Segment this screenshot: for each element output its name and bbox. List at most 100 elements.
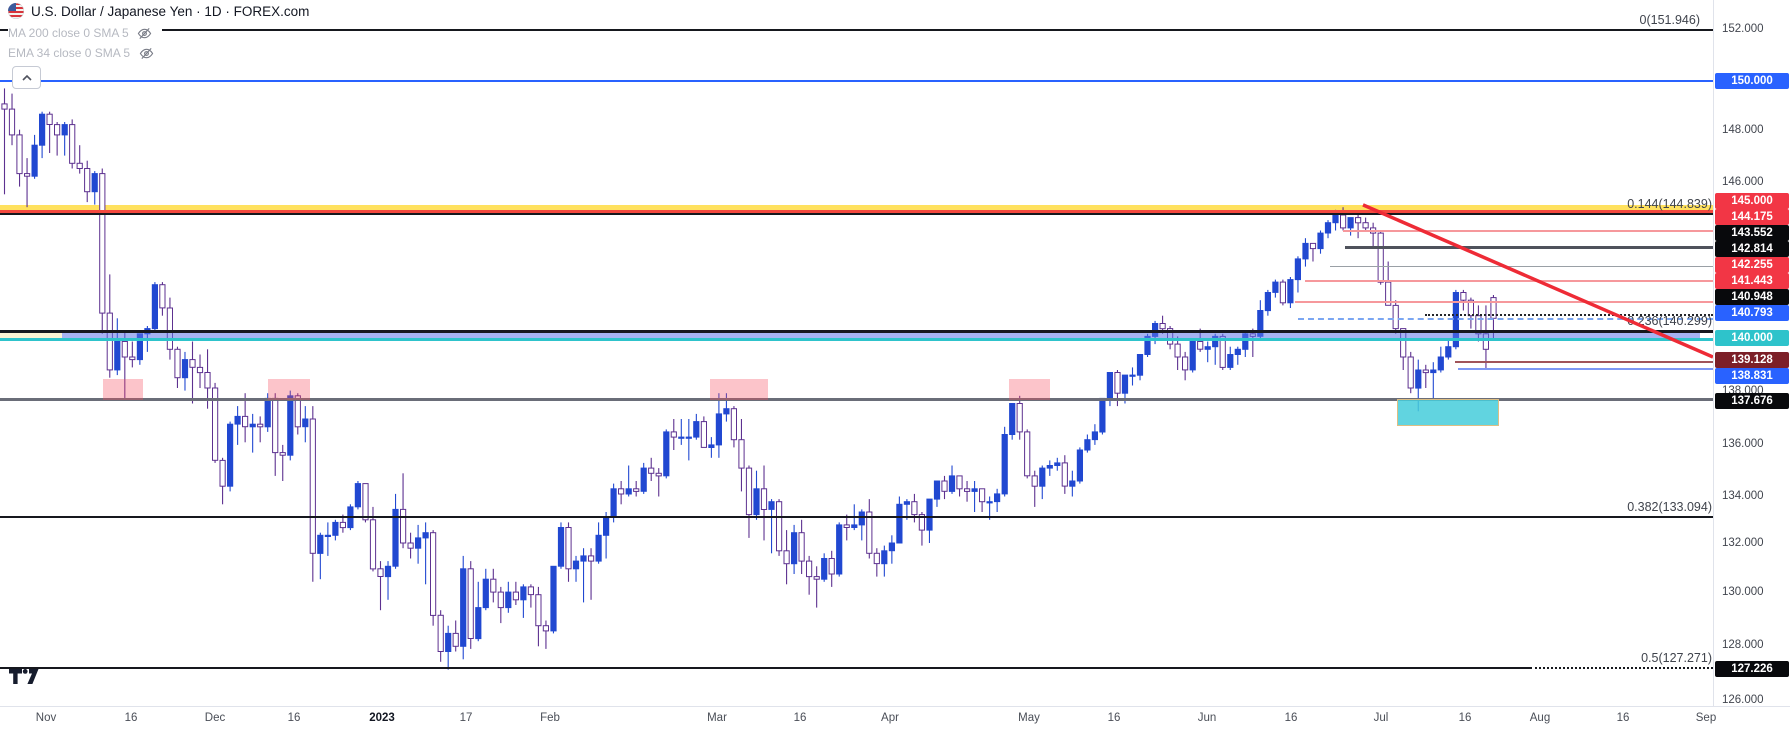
ray-142255[interactable] bbox=[1305, 279, 1713, 282]
visibility-off-icon[interactable] bbox=[137, 45, 155, 61]
candle-up bbox=[1347, 217, 1354, 229]
candle-down bbox=[633, 488, 640, 492]
ray-139128[interactable] bbox=[1455, 360, 1713, 363]
candle-up bbox=[287, 395, 294, 456]
supply-zone-yellow[interactable] bbox=[0, 205, 1713, 212]
candle-down bbox=[565, 527, 572, 570]
candle-up bbox=[1001, 434, 1008, 495]
candle-up bbox=[693, 421, 700, 438]
symbol-title: U.S. Dollar / Japanese Yen · 1D · FOREX.… bbox=[31, 3, 310, 19]
collapse-legend-button[interactable] bbox=[12, 66, 41, 89]
candle-down bbox=[535, 594, 542, 627]
low-127226-line[interactable] bbox=[0, 666, 1530, 669]
candle-up bbox=[821, 558, 828, 580]
support-137676-line[interactable] bbox=[0, 397, 1713, 401]
candle-up bbox=[520, 586, 527, 601]
candle-up bbox=[572, 560, 580, 570]
candle-down bbox=[941, 480, 948, 492]
zones-under-layer bbox=[0, 205, 1713, 339]
round-level-140[interactable] bbox=[0, 337, 1713, 341]
candle-up bbox=[663, 431, 670, 477]
candle-down bbox=[467, 568, 474, 639]
supply-box-pink[interactable] bbox=[1009, 379, 1050, 401]
candle-down bbox=[866, 511, 873, 554]
candle-down bbox=[1114, 372, 1121, 394]
candle-down bbox=[1, 103, 8, 110]
price-level-label: 150.000 bbox=[1715, 73, 1789, 89]
candle-up bbox=[151, 284, 159, 330]
ray-138831[interactable] bbox=[1458, 368, 1713, 371]
candle-down bbox=[738, 439, 745, 469]
candle-up bbox=[723, 408, 730, 415]
candle-up bbox=[1009, 403, 1016, 435]
support-box-teal[interactable] bbox=[1397, 399, 1499, 426]
zone-cream-strip[interactable] bbox=[0, 332, 62, 339]
candle-down bbox=[400, 508, 407, 544]
candle-up bbox=[888, 542, 895, 552]
candle-down bbox=[512, 591, 519, 601]
time-tick: 16 bbox=[1107, 712, 1121, 724]
price-axis[interactable]: 152.000 148.000 146.000 138.000 136.000 134.0… bbox=[1713, 0, 1790, 706]
price-tick: 136.000 bbox=[1722, 438, 1764, 450]
candle-down bbox=[1197, 341, 1204, 350]
candle-down bbox=[257, 423, 264, 428]
candle-up bbox=[948, 475, 956, 492]
tradingview-logo[interactable] bbox=[9, 669, 47, 692]
indicator-row-ma200[interactable]: MA 200 close 0 SMA 5 bbox=[8, 23, 162, 43]
time-axis[interactable]: Nov 16 Dec 16 2023 17 Feb Mar 16 Apr May 16 Jun 16 Jul… bbox=[0, 706, 1790, 730]
candle-up bbox=[1189, 341, 1196, 371]
candle-up bbox=[791, 532, 798, 565]
current-price-label: 140.793 bbox=[1715, 305, 1789, 321]
candle-up bbox=[580, 555, 587, 562]
ray-143552[interactable] bbox=[1345, 246, 1713, 249]
fib-level-0382-label: 0.382(133.094) bbox=[1627, 500, 1712, 515]
candle-down bbox=[964, 488, 971, 492]
supply-box-pink[interactable] bbox=[268, 379, 310, 401]
indicator-row-ema34[interactable]: EMA 34 close 0 SMA 5 bbox=[8, 43, 164, 63]
supply-box-pink[interactable] bbox=[710, 379, 768, 401]
ray-142814[interactable] bbox=[1330, 265, 1713, 267]
fib-level-0144[interactable] bbox=[0, 212, 1713, 216]
fib-level-0236[interactable] bbox=[0, 330, 1713, 333]
time-tick: Jul bbox=[1373, 712, 1389, 724]
ray-141443[interactable] bbox=[1295, 300, 1713, 303]
symbol-titlebar[interactable]: U.S. Dollar / Japanese Yen · 1D · FOREX.… bbox=[8, 3, 320, 21]
candle-down bbox=[407, 542, 414, 549]
candle-up bbox=[1084, 439, 1091, 451]
demand-zone-blue[interactable] bbox=[62, 332, 1700, 339]
candle-up bbox=[896, 503, 903, 544]
candle-down bbox=[783, 550, 790, 565]
fib-level-05[interactable] bbox=[1530, 666, 1713, 669]
candle-down bbox=[309, 418, 316, 554]
price-level-label: 145.000 bbox=[1715, 193, 1789, 209]
ray-144175[interactable] bbox=[1343, 230, 1713, 233]
candlestick-canvas[interactable] bbox=[0, 0, 1713, 706]
supply-box-pink[interactable] bbox=[103, 379, 143, 401]
time-tick: 16 bbox=[124, 712, 138, 724]
fib-level-0382[interactable] bbox=[0, 516, 1713, 519]
chart-plot-area[interactable]: 0(151.946) 0.144(144.839) 0.236(140.299) 0.… bbox=[0, 0, 1713, 706]
candle-up bbox=[685, 436, 692, 439]
price-tick: 146.000 bbox=[1722, 176, 1764, 188]
candle-down bbox=[46, 113, 53, 125]
candle-down bbox=[979, 488, 986, 503]
time-tick: Sep bbox=[1695, 712, 1717, 724]
candle-down bbox=[129, 356, 136, 361]
price-level-label: 142.814 bbox=[1715, 241, 1789, 257]
candle-down bbox=[542, 625, 549, 632]
resistance-145-line[interactable] bbox=[0, 209, 1713, 213]
candle-down bbox=[918, 514, 925, 531]
candle-down bbox=[242, 415, 249, 428]
price-level-label: 140.000 bbox=[1715, 330, 1789, 346]
round-level-150[interactable] bbox=[0, 79, 1713, 82]
candle-down bbox=[99, 173, 106, 314]
visibility-off-icon[interactable] bbox=[136, 25, 154, 41]
fib-level-0[interactable] bbox=[0, 29, 1713, 32]
fib-level-05-label: 0.5(127.271) bbox=[1641, 650, 1712, 665]
candle-down bbox=[1159, 323, 1166, 330]
candle-up bbox=[836, 524, 843, 575]
candle-down bbox=[490, 578, 497, 593]
candle-down bbox=[437, 614, 444, 652]
time-tick: 16 bbox=[1458, 712, 1472, 724]
